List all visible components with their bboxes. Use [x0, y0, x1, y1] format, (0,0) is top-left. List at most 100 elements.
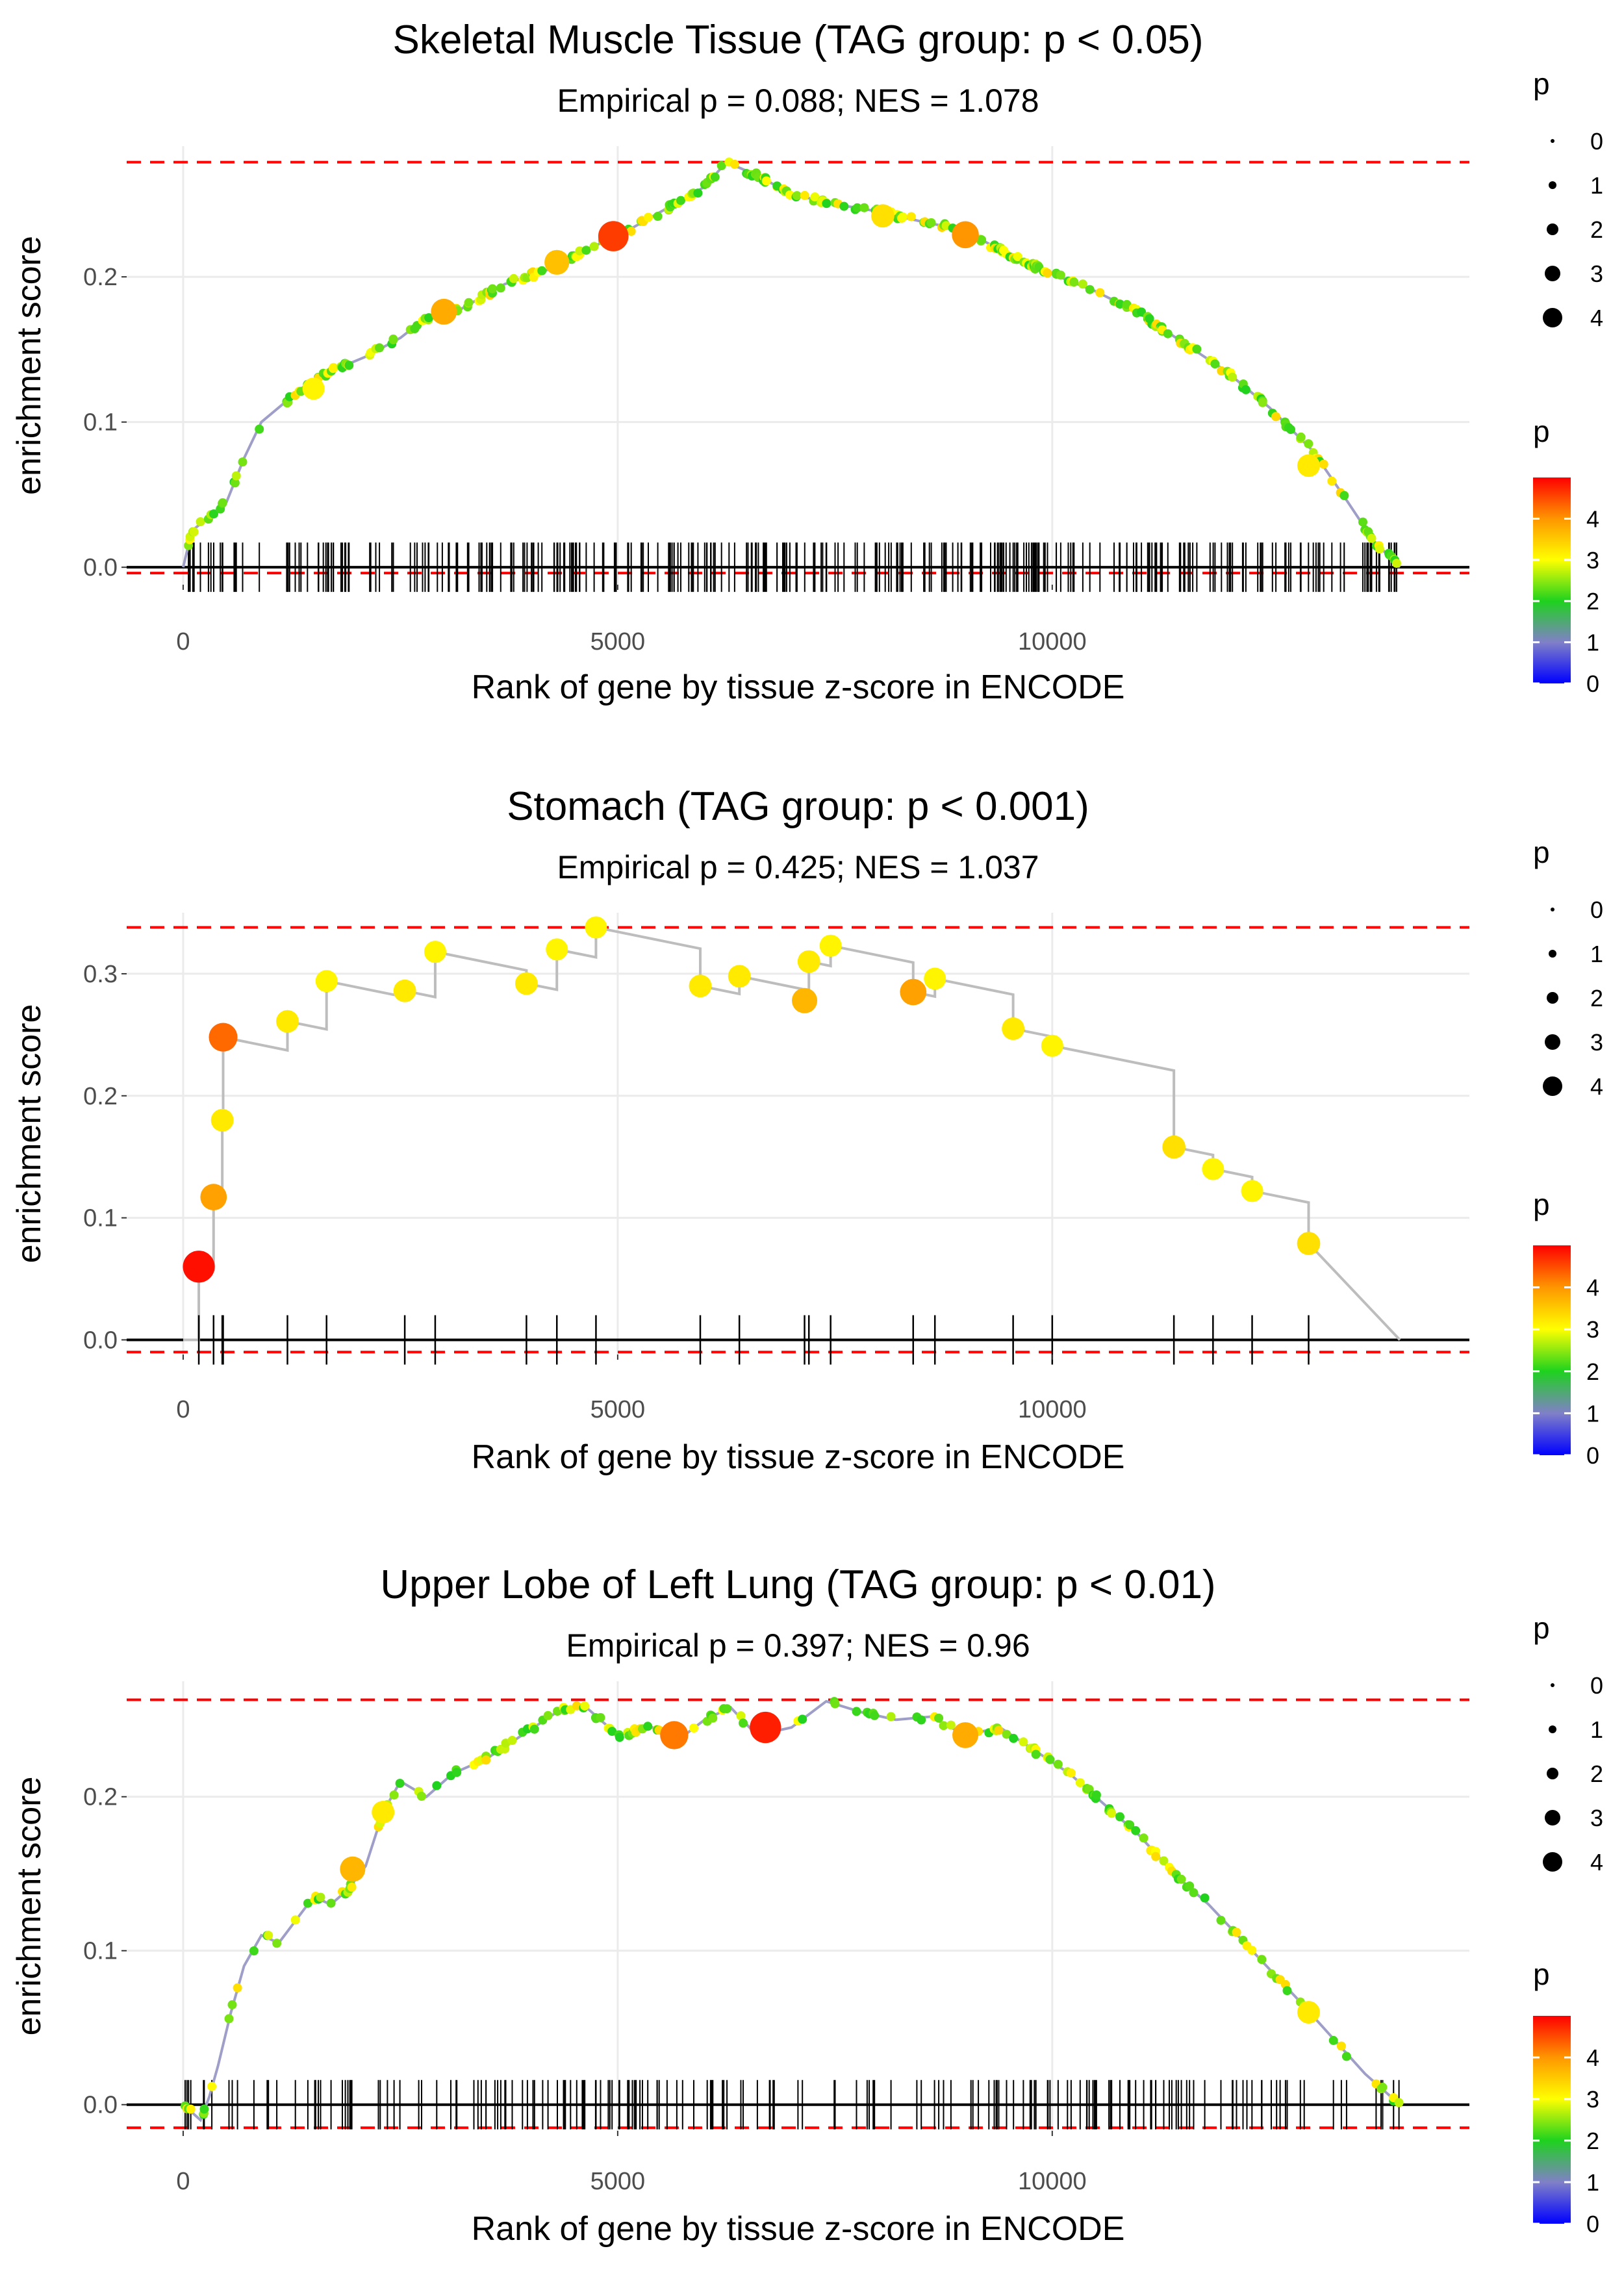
data-point [329, 363, 338, 372]
data-point [1189, 1888, 1199, 1898]
data-point [481, 1755, 491, 1765]
data-point [1232, 1927, 1241, 1937]
color-legend-bar [1533, 1245, 1571, 1455]
data-point [196, 517, 205, 527]
data-point [1078, 279, 1087, 289]
data-point [1200, 1893, 1210, 1903]
data-point [389, 1790, 399, 1800]
color-legend: p 4 3 2 1 0 [1533, 414, 1599, 697]
data-point [791, 987, 818, 1013]
data-point [859, 203, 869, 212]
x-axis-title: Rank of gene by tissue z-score in ENCODE [472, 668, 1125, 706]
data-point [615, 1733, 624, 1742]
data-point [537, 266, 547, 275]
size-legend-key [1545, 1810, 1560, 1825]
size-legend-label: 4 [1590, 1073, 1603, 1100]
data-point [730, 159, 739, 169]
highlight-point [952, 221, 979, 249]
data-point [1085, 285, 1095, 294]
y-tick-label: 0.2 [83, 1784, 118, 1811]
y-axis-title: enrichment score [10, 236, 48, 495]
data-point [1319, 459, 1328, 469]
data-point [230, 478, 240, 488]
data-point [900, 978, 927, 1006]
data-point [1095, 288, 1105, 298]
color-legend-label: 4 [1586, 1275, 1599, 1301]
data-point [589, 242, 599, 251]
chart-subtitle: Empirical p = 0.425; NES = 1.037 [557, 849, 1039, 885]
data-point [1002, 1729, 1011, 1739]
y-axis-title: enrichment score [10, 1004, 48, 1264]
data-point [264, 1931, 273, 1940]
data-point [1296, 432, 1306, 442]
x-tick-label: 10000 [1018, 628, 1087, 655]
data-point [1075, 1778, 1085, 1788]
data-point [934, 1713, 944, 1723]
size-legend: p 0 1 2 3 4 [1533, 67, 1603, 331]
data-point [200, 1184, 227, 1211]
color-legend-bar [1533, 2016, 1571, 2224]
size-legend: p 0 1 2 3 4 [1533, 1611, 1603, 1876]
size-legend-key [1549, 1725, 1556, 1733]
data-point [1228, 372, 1237, 382]
data-point [199, 2104, 209, 2114]
data-point [529, 1724, 539, 1734]
size-legend-key [1543, 1076, 1562, 1096]
size-legend-label: 1 [1590, 941, 1603, 967]
highlight-point [750, 1711, 781, 1744]
size-legend-label: 3 [1590, 1805, 1603, 1831]
data-point [1185, 1881, 1195, 1891]
data-point [210, 1108, 234, 1132]
data-point [395, 1779, 405, 1788]
data-point [977, 235, 987, 245]
data-point [1115, 1812, 1124, 1822]
size-legend-label: 2 [1590, 216, 1603, 243]
data-point [581, 246, 591, 255]
data-point [852, 1707, 861, 1716]
data-point [424, 941, 446, 963]
size-legend-label: 0 [1590, 128, 1603, 155]
data-point [315, 970, 338, 993]
es-line [183, 926, 1401, 1342]
color-legend-bar [1533, 477, 1571, 683]
x-tick-label: 5000 [590, 1396, 646, 1423]
data-point [596, 1712, 605, 1722]
size-legend-key [1547, 223, 1558, 235]
data-point [488, 284, 498, 294]
data-point [946, 1720, 956, 1730]
size-legend-key [1551, 1683, 1554, 1687]
data-point [761, 176, 771, 186]
data-point [689, 1724, 698, 1733]
color-legend-label: 2 [1586, 2128, 1599, 2154]
data-point [1031, 1749, 1041, 1759]
chart-panel-3: Upper Lobe of Left Lung (TAG group: p < … [10, 1562, 1603, 2248]
data-point [303, 1898, 312, 1908]
data-point [1107, 1809, 1117, 1818]
highlight-point [340, 1856, 366, 1882]
data-point [464, 298, 474, 307]
x-tick-label: 0 [176, 628, 190, 655]
data-point [1043, 268, 1052, 278]
data-point [1328, 2035, 1338, 2045]
data-point [797, 950, 820, 973]
data-point [1271, 412, 1281, 422]
data-point [643, 1722, 653, 1731]
data-point [1210, 359, 1220, 369]
data-point [209, 1023, 238, 1052]
data-point [1394, 2098, 1404, 2107]
color-legend-title: p [1533, 1188, 1550, 1221]
data-point [276, 1010, 299, 1033]
data-point [507, 1736, 517, 1745]
highlight-point [952, 1722, 978, 1748]
size-legend-key [1547, 992, 1558, 1004]
size-legend-label: 4 [1590, 305, 1603, 331]
data-point [653, 212, 663, 221]
data-point [1019, 1737, 1028, 1747]
highlight-point [544, 249, 570, 275]
highlight-point [660, 1721, 689, 1749]
x-tick-label: 5000 [590, 628, 646, 655]
data-point [906, 212, 916, 222]
data-point [939, 1721, 948, 1731]
x-tick-label: 10000 [1018, 2168, 1087, 2195]
color-legend-label: 2 [1586, 1358, 1599, 1385]
